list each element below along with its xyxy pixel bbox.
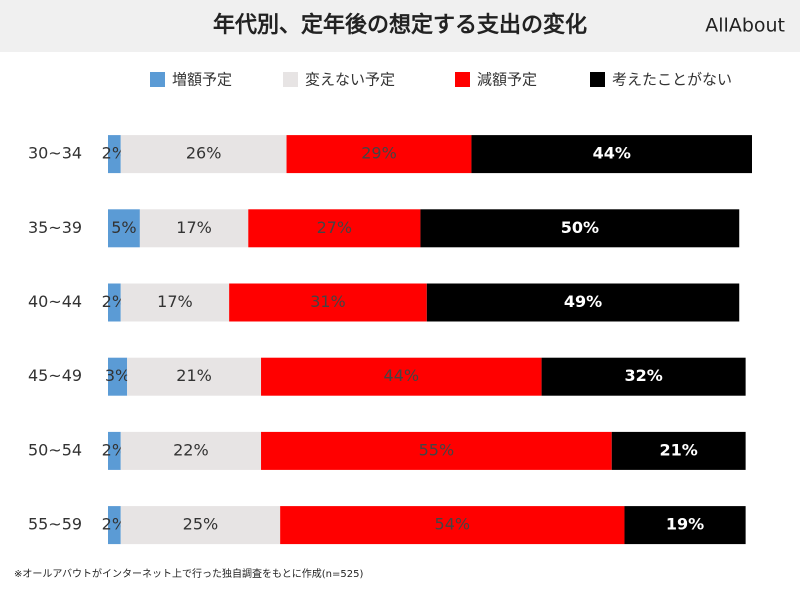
logo: AllAbout bbox=[705, 15, 785, 37]
bar-segment bbox=[108, 209, 140, 248]
data-label: 21% bbox=[176, 366, 212, 385]
data-label: 22% bbox=[173, 440, 209, 459]
bar-segment bbox=[120, 506, 281, 545]
data-label: 2% bbox=[102, 144, 127, 163]
legend-swatch bbox=[150, 72, 165, 87]
data-label: 44% bbox=[593, 144, 631, 163]
bar-segment bbox=[471, 135, 752, 174]
bar-segment bbox=[541, 357, 746, 396]
data-label: 44% bbox=[384, 366, 420, 385]
data-label: 5% bbox=[111, 218, 136, 237]
chart-title: 年代別、定年後の想定する支出の変化 bbox=[213, 12, 587, 38]
y-tick-label: 55~59 bbox=[28, 515, 82, 534]
data-label: 17% bbox=[176, 218, 212, 237]
legend-swatch bbox=[590, 72, 605, 87]
bar-segment bbox=[261, 431, 612, 470]
bar-segment bbox=[420, 209, 740, 248]
y-tick-label: 40~44 bbox=[28, 292, 82, 311]
data-label: 2% bbox=[102, 440, 127, 459]
legend-label: 考えたことがない bbox=[612, 71, 732, 89]
bar-segment bbox=[108, 431, 121, 470]
legend-swatch bbox=[455, 72, 470, 87]
y-tick-label: 30~34 bbox=[28, 144, 82, 163]
data-label: 32% bbox=[624, 366, 662, 385]
bar-segment bbox=[139, 209, 249, 248]
data-label: 2% bbox=[102, 292, 127, 311]
bar-segment bbox=[108, 135, 121, 174]
bar-segment bbox=[108, 357, 128, 396]
data-label: 29% bbox=[361, 144, 397, 163]
bar-segment bbox=[229, 283, 427, 322]
data-label: 55% bbox=[419, 440, 455, 459]
bar-segment bbox=[261, 357, 542, 396]
data-label: 54% bbox=[435, 515, 471, 534]
title-band bbox=[0, 0, 800, 52]
bar-segment bbox=[286, 135, 472, 174]
data-label: 50% bbox=[561, 218, 599, 237]
data-label: 3% bbox=[105, 366, 130, 385]
bar-segment bbox=[280, 506, 625, 545]
data-label: 2% bbox=[102, 515, 127, 534]
bar-segment bbox=[120, 135, 287, 174]
bar-segment bbox=[108, 506, 121, 545]
data-label: 27% bbox=[317, 218, 353, 237]
data-label: 49% bbox=[564, 292, 602, 311]
data-label: 17% bbox=[157, 292, 193, 311]
data-label: 25% bbox=[183, 515, 219, 534]
bar-segment bbox=[108, 283, 121, 322]
y-tick-label: 50~54 bbox=[28, 440, 82, 459]
bar-segment bbox=[127, 357, 262, 396]
legend-label: 変えない予定 bbox=[305, 71, 395, 89]
legend-label: 減額予定 bbox=[477, 71, 537, 89]
bar-segment bbox=[611, 431, 746, 470]
y-tick-label: 45~49 bbox=[28, 366, 82, 385]
data-label: 19% bbox=[666, 515, 704, 534]
bar-segment bbox=[248, 209, 421, 248]
bar-segment bbox=[426, 283, 740, 322]
data-label: 26% bbox=[186, 144, 222, 163]
bar-segment bbox=[120, 283, 230, 322]
bar-segment bbox=[624, 506, 746, 545]
y-tick-label: 35~39 bbox=[28, 218, 82, 237]
legend-swatch bbox=[283, 72, 298, 87]
legend-label: 増額予定 bbox=[172, 71, 232, 89]
footnote: ※オールアバウトがインターネット上で行った独自調査をもとに作成(n=525) bbox=[14, 567, 363, 580]
bar-segment bbox=[120, 431, 262, 470]
data-label: 21% bbox=[660, 440, 698, 459]
data-label: 31% bbox=[310, 292, 346, 311]
